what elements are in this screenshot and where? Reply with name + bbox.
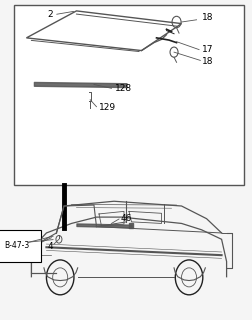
Text: 2: 2 [47, 10, 53, 19]
Text: 17: 17 [201, 45, 212, 54]
FancyBboxPatch shape [14, 4, 243, 185]
Text: 4: 4 [47, 242, 53, 251]
Text: 46: 46 [120, 213, 131, 222]
Text: 18: 18 [201, 57, 212, 66]
Text: 129: 129 [99, 103, 116, 112]
Text: 128: 128 [115, 84, 132, 93]
Text: 18: 18 [201, 13, 212, 22]
Text: B-47-3: B-47-3 [4, 241, 29, 250]
